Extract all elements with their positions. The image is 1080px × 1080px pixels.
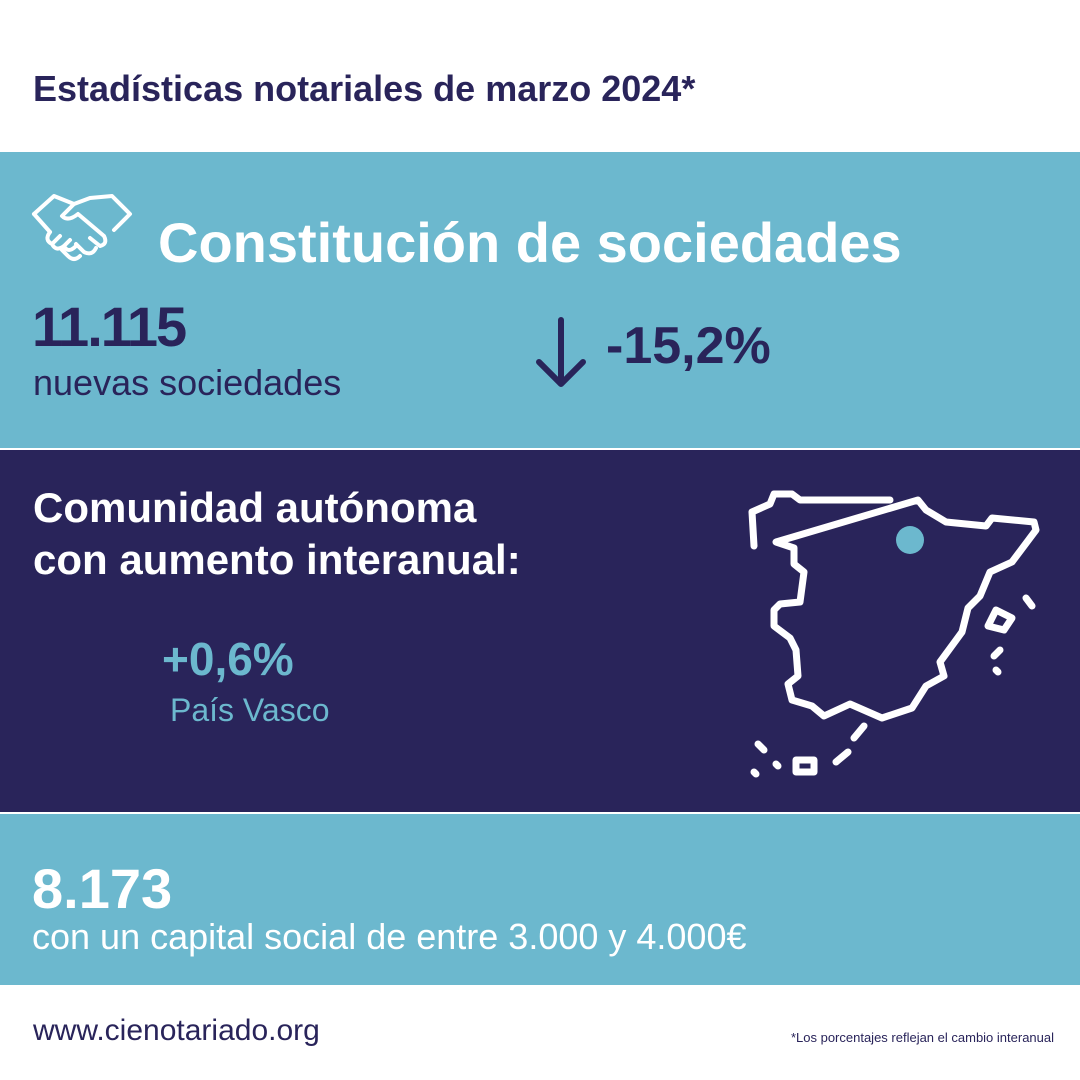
section-comunidad: Comunidad autónoma con aumento interanua… [0, 450, 1080, 812]
count-label: con un capital social de entre 3.000 y 4… [32, 916, 747, 957]
section-capital: 8.173 con un capital social de entre 3.0… [0, 814, 1080, 985]
footer-url: www.cienotariado.org [33, 1014, 320, 1047]
spain-map-icon [748, 490, 1040, 778]
count-label: nuevas sociedades [33, 362, 342, 403]
footer-note: *Los porcentajes reflejan el cambio inte… [790, 1030, 1054, 1045]
handshake-icon [32, 194, 132, 261]
section-constitucion: Constitución de sociedades 11.115 nuevas… [0, 152, 1080, 448]
change: -15,2% [606, 317, 771, 375]
count: 8.173 [32, 857, 173, 920]
region-name: País Vasco [170, 692, 330, 728]
section-heading-line: Comunidad autónoma [33, 484, 477, 531]
region-change: +0,6% [162, 633, 294, 685]
title: Estadísticas notariales de marzo 2024* [33, 68, 696, 109]
section-heading: Constitución de sociedades [158, 211, 902, 274]
down-arrow-icon [536, 317, 586, 387]
count: 11.115 [32, 295, 187, 358]
section-heading-line: con aumento interanual: [33, 536, 521, 583]
